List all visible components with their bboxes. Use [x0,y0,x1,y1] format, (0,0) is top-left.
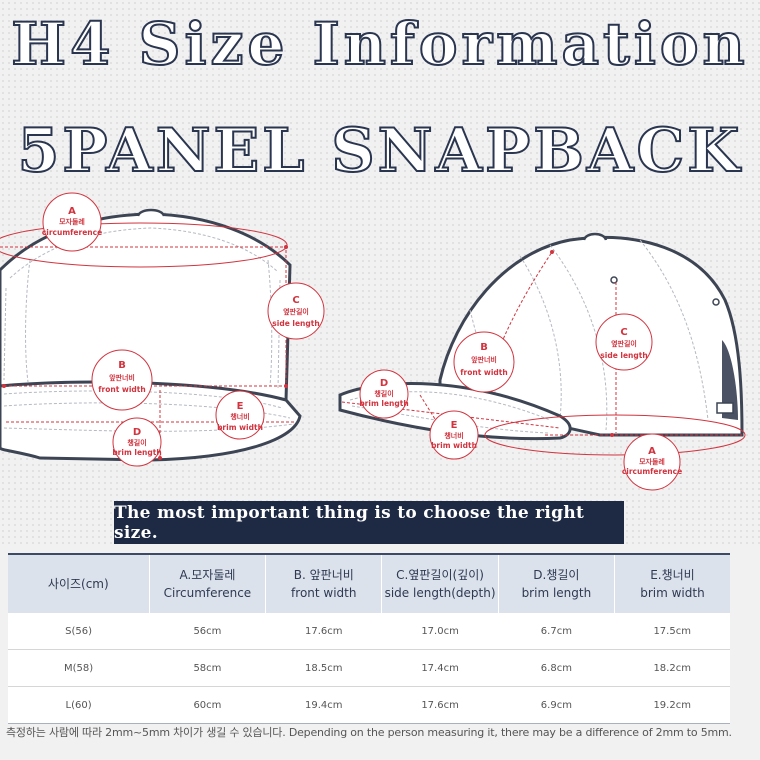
cell-front-width: 19.4cm [265,686,382,724]
page-title: H4 Size Information [10,9,749,79]
svg-text:챙길이: 챙길이 [374,389,393,398]
svg-text:E: E [237,401,244,412]
side-callout-b: B 앞판너비 front width [453,331,515,393]
svg-text:C: C [292,295,299,306]
svg-text:brim length: brim length [359,399,408,408]
svg-text:옆판길이: 옆판길이 [283,307,309,316]
svg-text:챙길이: 챙길이 [127,438,146,447]
front-callout-e: E 챙너비 brim width [215,390,265,440]
header-brim-length: D.챙길이 brim length [498,553,615,613]
cell-circumference: 56cm [149,613,266,650]
front-callout-c: C 옆판길이 side length [267,282,325,340]
svg-text:E: E [451,420,458,431]
cell-brim-width: 18.2cm [614,649,730,687]
svg-text:A: A [648,446,656,457]
cell-brim-length: 6.9cm [498,686,615,724]
header-front-width: B. 앞판너비 front width [265,553,383,613]
tip-banner: The most important thing is to choose th… [114,501,624,544]
svg-text:앞판너비: 앞판너비 [109,373,135,382]
svg-text:side length: side length [272,319,319,328]
cell-side-length: 17.6cm [381,686,499,724]
table-row: L(60) 60cm 19.4cm 17.6cm 6.9cm 19.2cm [8,686,730,724]
table-row: S(56) 56cm 17.6cm 17.0cm 6.7cm 17.5cm [8,613,730,650]
measurement-note: 측정하는 사람에 따라 2mm~5mm 차이가 생길 수 있습니다. Depen… [6,726,732,739]
svg-text:B: B [118,360,126,371]
cell-side-length: 17.0cm [381,613,499,650]
svg-text:front width: front width [98,385,145,394]
svg-text:챙너비: 챙너비 [230,412,249,421]
svg-text:옆판길이: 옆판길이 [611,339,637,348]
header-brim-width: E.챙너비 brim width [614,553,730,613]
table-header-row: 사이즈(cm) A.모자둘레 Circumference B. 앞판너비 front… [8,553,730,613]
svg-text:D: D [380,378,388,389]
svg-text:circumference: circumference [622,467,682,476]
side-callout-d: D 챙길이 brim length [359,369,409,419]
header-side-length: C.옆판길이(깊이) side length(depth) [381,553,499,613]
svg-text:모자둘레: 모자둘레 [639,457,665,466]
svg-text:side length: side length [600,351,647,360]
front-cap [0,208,302,462]
svg-text:B: B [480,342,488,353]
svg-text:brim length: brim length [112,448,161,457]
svg-text:챙너비: 챙너비 [444,431,463,440]
svg-text:A: A [68,206,76,217]
cell-side-length: 17.4cm [381,649,499,687]
header-size: 사이즈(cm) [8,553,150,613]
product-title: 5PANEL SNAPBACK [17,115,743,187]
cell-circumference: 60cm [149,686,266,724]
front-callout-d: D 챙길이 brim length [112,417,162,467]
cap-size-diagram: .cap { fill: #ffffff; stroke: #3d4554; s… [0,192,746,491]
side-callout-c: C 옆판길이 side length [595,313,653,371]
cell-size: M(58) [8,649,150,687]
cell-circumference: 58cm [149,649,266,687]
size-table: 사이즈(cm) A.모자둘레 Circumference B. 앞판너비 front… [8,553,730,724]
svg-text:모자둘레: 모자둘레 [59,217,85,226]
cell-size: L(60) [8,686,150,724]
cell-brim-width: 19.2cm [614,686,730,724]
table-row: M(58) 58cm 18.5cm 17.4cm 6.8cm 18.2cm [8,649,730,687]
svg-text:front width: front width [460,368,507,377]
svg-text:brim width: brim width [431,441,477,450]
cell-front-width: 17.6cm [265,613,382,650]
header-circumference: A.모자둘레 Circumference [149,553,267,613]
svg-text:brim width: brim width [217,423,263,432]
svg-text:circumference: circumference [42,228,102,237]
cell-front-width: 18.5cm [265,649,382,687]
side-callout-a: A 모자둘레 circumference [622,433,682,491]
svg-text:C: C [620,327,627,338]
front-callout-b: B 앞판너비 front width [91,349,153,411]
cell-brim-length: 6.8cm [498,649,615,687]
cell-brim-width: 17.5cm [614,613,730,650]
front-callout-a: A 모자둘레 circumference [42,192,102,252]
cell-brim-length: 6.7cm [498,613,615,650]
svg-text:D: D [133,427,141,438]
cell-size: S(56) [8,613,150,650]
side-callout-e: E 챙너비 brim width [429,410,479,460]
side-cap [338,232,746,456]
svg-text:앞판너비: 앞판너비 [471,355,497,364]
